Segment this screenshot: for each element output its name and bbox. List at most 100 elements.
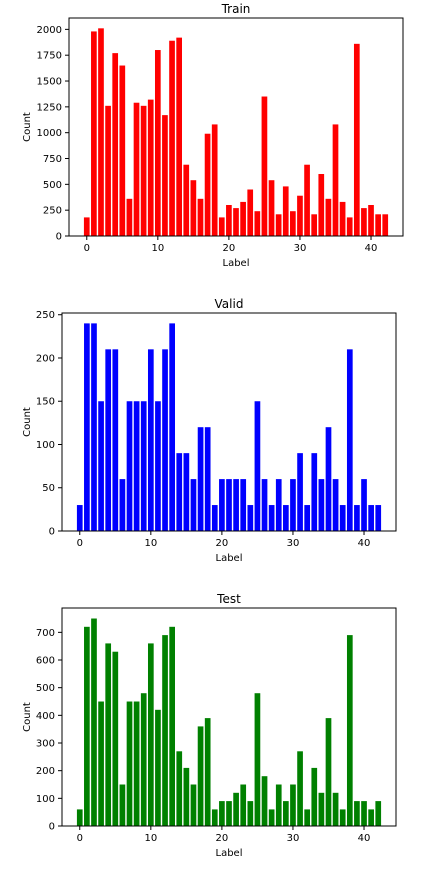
bar [140,105,147,236]
bar [154,50,161,236]
x-tick-label: 10 [144,833,157,844]
bar [84,323,90,531]
bar [84,626,90,826]
bar [133,102,140,236]
bar [91,31,97,237]
bar [261,776,268,826]
bar [147,99,154,237]
bar [112,651,119,826]
x-tick-label: 20 [223,243,236,254]
bar [119,479,126,531]
chart-panel-test: Test 0 100 200 300 400 500 600 700 0 10 20 30 40 La… [22,592,397,859]
bar [133,401,140,531]
bar [219,479,225,531]
y-tick-label: 0 [56,232,62,243]
bar [183,453,190,531]
x-ticks-group: 0 10 20 30 40 [77,826,370,844]
bar [332,479,339,531]
y-tick-label: 250 [36,310,55,321]
bar [169,626,175,826]
bar [254,211,261,236]
x-tick-label: 10 [151,243,164,254]
bar [204,427,211,531]
bar [183,767,190,826]
bar [261,96,268,237]
bar [346,349,353,531]
bar [91,323,97,531]
bar [162,115,168,236]
bar [304,505,311,531]
bar [211,505,218,531]
chart-title: Test [216,592,241,606]
bar [226,801,232,826]
bar [325,198,332,236]
y-ticks-group: 0 250 500 750 1000 1250 1500 1750 2000 [37,25,69,243]
bar [247,505,254,531]
bar [119,65,126,236]
bar [311,214,318,236]
bars-group [83,28,389,237]
x-tick-label: 30 [287,538,300,549]
bar [190,479,197,531]
y-tick-label: 1250 [37,102,62,113]
y-tick-label: 50 [42,483,55,494]
bar [282,186,289,236]
bar [219,801,225,826]
bar [275,214,282,236]
x-tick-label: 30 [287,833,300,844]
bar [176,751,183,826]
bar [169,323,175,531]
x-axis-label: Label [216,848,243,859]
bar [339,809,346,826]
bar [368,809,374,826]
bar [83,217,90,236]
bar [346,217,353,236]
y-tick-label: 1750 [37,51,62,62]
x-tick-label: 30 [294,243,307,254]
bar [325,718,332,826]
bar [332,124,339,236]
bar [361,801,367,826]
bar [318,792,325,826]
x-tick-label: 20 [216,833,229,844]
bar [204,718,211,826]
bar [226,205,232,236]
bar [368,205,374,236]
bar [290,784,296,826]
y-axis-label: Count [22,702,33,732]
bar [354,801,360,826]
bar [382,214,389,236]
y-tick-label: 200 [36,766,55,777]
bar [112,53,119,236]
y-tick-label: 600 [36,656,55,667]
bar [247,189,254,236]
bars-group [76,323,382,531]
bar [297,195,303,236]
bar [140,401,147,531]
bar [233,792,239,826]
bar [233,479,239,531]
y-ticks-group: 0 100 200 300 400 500 600 700 [36,628,62,833]
bar [361,208,367,236]
bar [332,792,339,826]
bar [91,618,97,826]
bar [98,401,104,531]
bar [240,784,247,826]
bar [133,701,140,826]
y-ticks-group: 0 50 100 150 200 250 [36,310,62,538]
bar [211,124,218,236]
bar [297,751,303,826]
bar [226,479,232,531]
bar [211,809,218,826]
bar [176,453,183,531]
chart-title: Train [221,2,251,16]
bar [105,643,112,826]
bar [162,349,168,531]
bar [254,693,261,826]
y-tick-label: 700 [36,628,55,639]
bar [218,217,225,236]
bar [240,201,246,236]
bar [190,784,197,826]
y-tick-label: 300 [36,739,55,750]
bar [346,635,353,826]
